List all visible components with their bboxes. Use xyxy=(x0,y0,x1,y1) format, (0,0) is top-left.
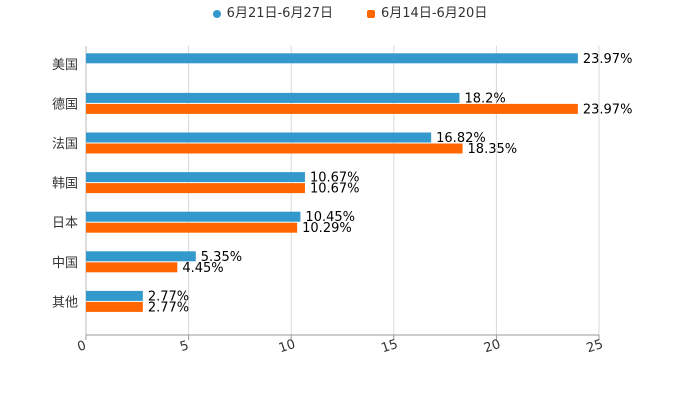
bar-series-2-4[interactable] xyxy=(86,222,298,233)
bar-series-2-6[interactable] xyxy=(86,301,143,312)
y-category-label-5: 中国 xyxy=(52,256,78,271)
y-category-label-1: 德国 xyxy=(52,97,78,112)
legend: 6月21日-6月27日 6月14日-6月20日 xyxy=(0,4,700,24)
bar-series-1-6[interactable] xyxy=(86,290,143,301)
bar-series-2-3[interactable] xyxy=(86,183,305,194)
data-label-series-1-1: 18.2% xyxy=(464,91,505,106)
data-label-series-1-5: 5.35% xyxy=(201,250,242,265)
x-tick-label-2: 10 xyxy=(277,337,297,356)
y-category-label-6: 其他 xyxy=(52,295,78,310)
data-label-series-2-5: 4.45% xyxy=(182,261,223,276)
legend-label-series-1: 6月21日-6月27日 xyxy=(226,6,333,21)
y-category-label-0: 美国 xyxy=(52,58,78,73)
data-labels: 23.97% 18.2% 23.97% 16.82%18.35% 10.67%10.67… xyxy=(148,52,633,316)
data-label-series-2-6: 2.77% xyxy=(148,300,189,315)
legend-item-series-2[interactable]: 6月14日-6月20日 xyxy=(367,4,487,24)
bar-series-1-2[interactable] xyxy=(86,132,432,143)
data-label-series-1-2: 16.82% xyxy=(436,131,486,146)
y-category-label-3: 韩国 xyxy=(52,177,78,192)
x-tick-label-3: 15 xyxy=(380,337,400,356)
bar-series-1-3[interactable] xyxy=(86,172,305,183)
data-label-series-2-1: 23.97% xyxy=(583,102,633,117)
bar-series-2-2[interactable] xyxy=(86,143,463,154)
data-label-series-2-4: 10.29% xyxy=(302,221,352,236)
legend-item-series-1[interactable]: 6月21日-6月27日 xyxy=(212,4,333,24)
data-label-series-1-0: 23.97% xyxy=(583,52,633,67)
legend-marker-series-1 xyxy=(212,10,221,18)
bar-series-1-0[interactable] xyxy=(86,53,578,64)
bars xyxy=(86,53,578,312)
data-label-series-1-4: 10.45% xyxy=(305,210,355,225)
data-label-series-1-3: 10.67% xyxy=(310,171,360,186)
data-label-series-2-3: 10.67% xyxy=(310,182,360,197)
y-category-label-2: 法国 xyxy=(52,137,78,152)
x-tick-label-0: 0 xyxy=(76,338,89,355)
x-tick-label-1: 5 xyxy=(178,338,191,355)
y-category-label-4: 日本 xyxy=(52,216,78,231)
bar-series-1-1[interactable] xyxy=(86,92,460,103)
x-tick-label-5: 25 xyxy=(585,337,605,356)
bar-series-1-5[interactable] xyxy=(86,251,196,262)
legend-marker-series-2 xyxy=(367,10,375,18)
data-label-series-2-2: 18.35% xyxy=(468,142,518,157)
bar-series-1-4[interactable] xyxy=(86,211,301,222)
bar-series-2-5[interactable] xyxy=(86,262,178,273)
legend-label-series-2: 6月14日-6月20日 xyxy=(381,6,488,21)
x-tick-label-4: 20 xyxy=(482,337,502,356)
bar-series-2-1[interactable] xyxy=(86,103,578,114)
data-label-series-1-6: 2.77% xyxy=(148,289,189,304)
